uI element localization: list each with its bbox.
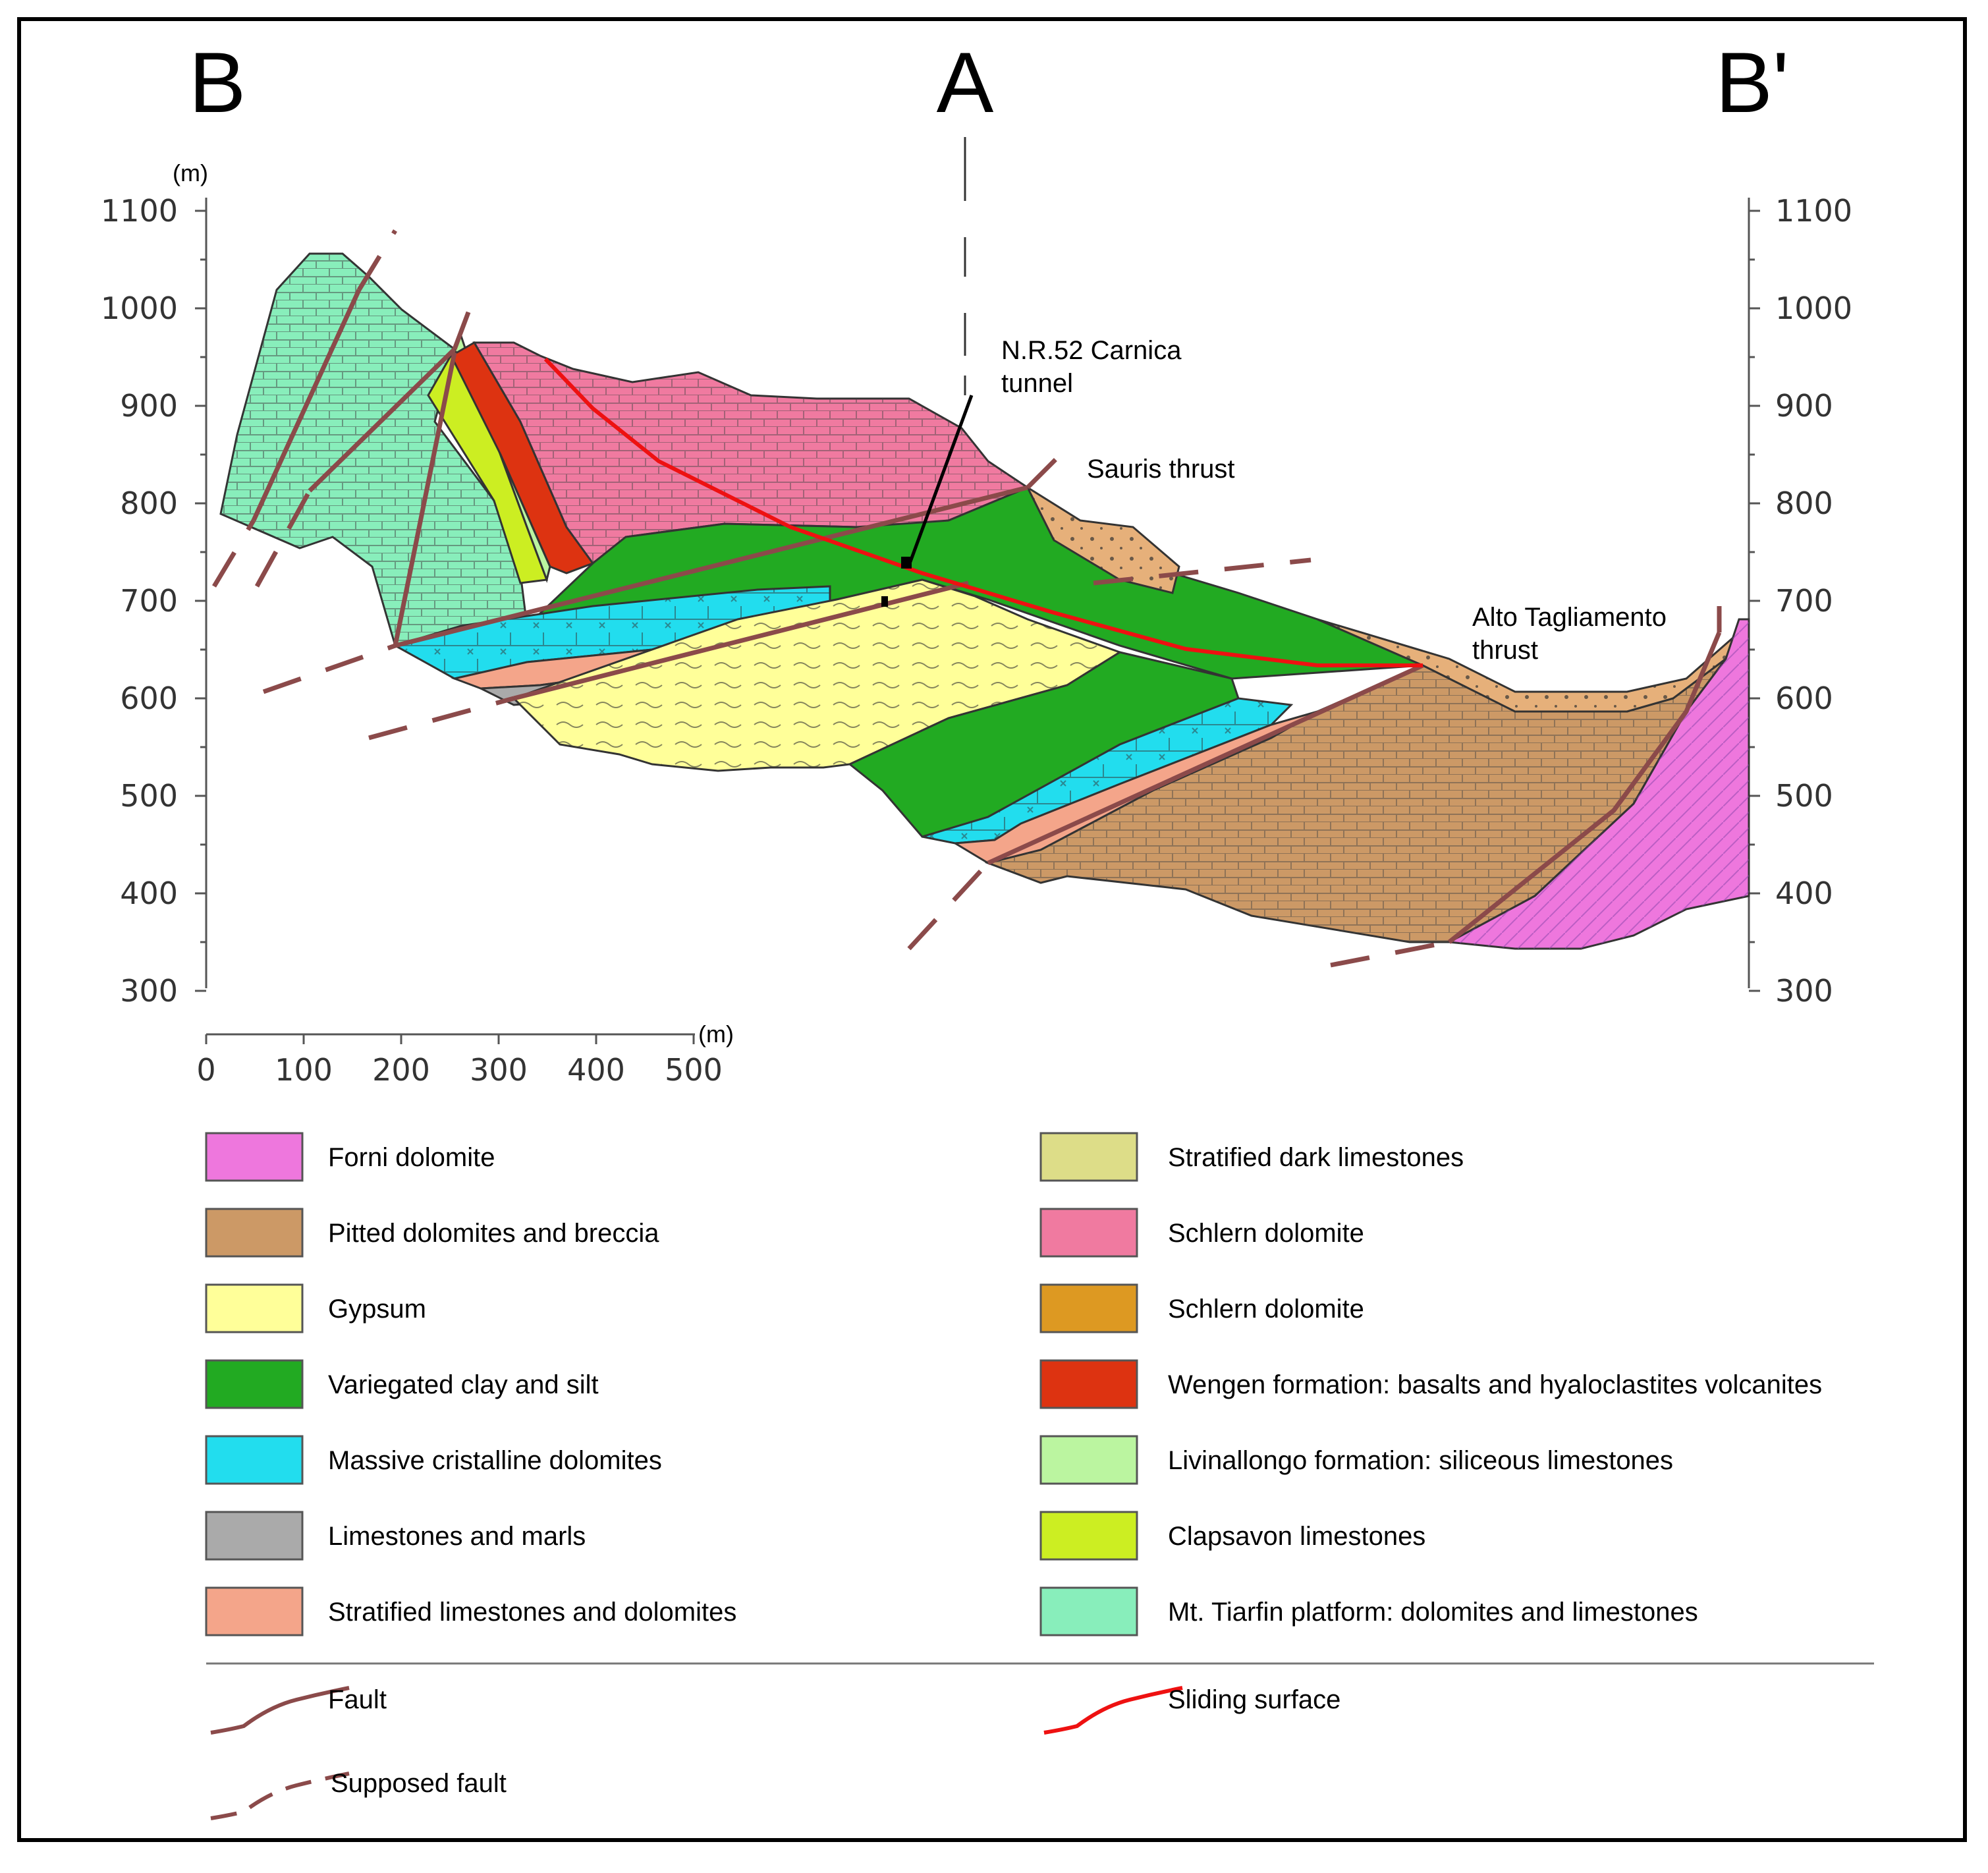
legend-fault: Fault (210, 1685, 387, 1735)
geological-section (211, 229, 1750, 968)
left-tick-label: 500 (120, 778, 178, 814)
legend-swatch (205, 1208, 304, 1258)
left-tick-label: 400 (120, 876, 178, 911)
legend-label: Wengen formation: basalts and hyaloclast… (1168, 1370, 1822, 1399)
legend-label: Limestones and marls (328, 1522, 586, 1551)
legend-supposed-fault: Supposed fault (210, 1769, 507, 1820)
right-axis-ticks: 1100 1000 900 800 700 600 500 400 300 (1749, 193, 1852, 1009)
right-tick-label: 1000 (1775, 291, 1852, 326)
left-tick-label: 900 (120, 388, 178, 424)
legend-sliding-label: Sliding surface (1168, 1685, 1340, 1714)
legend-label: Mt. Tiarfin platform: dolomites and lime… (1168, 1598, 1698, 1627)
right-elevation-axis: 1100 1000 900 800 700 600 500 400 300 (1748, 193, 1852, 1009)
right-tick-label: 800 (1775, 486, 1833, 521)
legend-left-column: Forni dolomite Pitted dolomites and brecc… (205, 1132, 736, 1636)
tunnel-marker (901, 557, 912, 569)
legend-swatch (1039, 1132, 1138, 1182)
scale-unit: (m) (698, 1020, 734, 1048)
legend-label: Schlern dolomite (1168, 1295, 1364, 1324)
legend-label: Stratified dark limestones (1168, 1143, 1464, 1172)
legend-label: Variegated clay and silt (328, 1370, 599, 1399)
alto-tagliamento-label-line1: Alto Tagliamento (1472, 603, 1667, 632)
tunnel-marker-lower (881, 596, 888, 607)
legend-swatch (1039, 1208, 1138, 1258)
section-label-b: B (189, 34, 246, 130)
legend-swatch (1039, 1435, 1138, 1485)
left-tick-label: 300 (120, 973, 178, 1009)
scale-tick-label: 500 (665, 1052, 723, 1088)
legend-swatch (1039, 1359, 1138, 1409)
legend-label: Schlern dolomite (1168, 1219, 1364, 1248)
right-tick-label: 900 (1775, 388, 1833, 424)
supposed-fault-lines (211, 229, 1722, 968)
tunnel-label-line1: N.R.52 Carnica (1001, 336, 1182, 365)
left-tick-label: 800 (120, 486, 178, 521)
scale-tick-label: 200 (372, 1052, 430, 1088)
tunnel-label-line2: tunnel (1001, 369, 1073, 398)
scale-ticks: 0 100 200 300 400 500 (196, 1034, 723, 1088)
legend-label: Livinallongo formation: siliceous limest… (1168, 1446, 1673, 1475)
left-axis-ticks: 1100 1000 900 800 700 600 500 400 300 (101, 193, 206, 1009)
legend-label: Gypsum (328, 1295, 426, 1324)
left-tick-label: 1100 (101, 193, 178, 229)
left-tick-label: 1000 (101, 291, 178, 326)
scale-tick-label: 0 (196, 1052, 215, 1088)
sauris-thrust-label: Sauris thrust (1087, 455, 1235, 484)
distance-scale: 0 100 200 300 400 500 (m) (196, 1020, 734, 1088)
legend-swatch (1039, 1586, 1138, 1636)
alto-tagliamento-label-line2: thrust (1472, 636, 1538, 665)
legend-swatch (205, 1283, 304, 1333)
fault-symbol (210, 1686, 350, 1735)
left-tick-label: 600 (120, 681, 178, 716)
scale-tick-label: 400 (567, 1052, 625, 1088)
scale-tick-label: 100 (275, 1052, 333, 1088)
sliding-symbol (1043, 1686, 1183, 1735)
legend-label: Stratified limestones and dolomites (328, 1598, 736, 1627)
legend-label: Forni dolomite (328, 1143, 495, 1172)
legend-swatch (205, 1359, 304, 1409)
figure-frame (17, 17, 1967, 1842)
left-tick-label: 700 (120, 583, 178, 619)
left-axis-unit: (m) (173, 159, 208, 186)
right-tick-label: 300 (1775, 973, 1833, 1009)
section-label-b-prime: B' (1715, 34, 1789, 130)
legend-swatch (205, 1511, 304, 1561)
legend-swatch (1039, 1283, 1138, 1333)
right-tick-label: 500 (1775, 778, 1833, 814)
legend-label: Massive cristalline dolomites (328, 1446, 662, 1475)
legend-supposed-label: Supposed fault (331, 1769, 507, 1798)
legend-swatch (205, 1586, 304, 1636)
legend-label: Pitted dolomites and breccia (328, 1219, 659, 1248)
legend-label: Clapsavon limestones (1168, 1522, 1425, 1551)
legend-fault-label: Fault (328, 1685, 387, 1714)
right-tick-label: 400 (1775, 876, 1833, 911)
legend-swatch (205, 1435, 304, 1485)
right-tick-label: 700 (1775, 583, 1833, 619)
legend-swatch (1039, 1511, 1138, 1561)
legend-right-column: Stratified dark limestones Schlern dolomi… (1039, 1132, 1822, 1636)
section-label-a: A (937, 34, 994, 130)
scale-tick-label: 300 (470, 1052, 528, 1088)
sliding-surface (543, 357, 1423, 667)
legend-swatch (205, 1132, 304, 1182)
legend-sliding-surface: Sliding surface (1043, 1685, 1340, 1735)
right-tick-label: 1100 (1775, 193, 1852, 229)
fault-lines (251, 289, 1722, 944)
supposed-fault-symbol (210, 1772, 350, 1820)
tunnel-leader (907, 395, 974, 566)
left-elevation-axis: 1100 1000 900 800 700 600 500 400 300 (m) (101, 159, 208, 1009)
right-tick-label: 600 (1775, 681, 1833, 716)
